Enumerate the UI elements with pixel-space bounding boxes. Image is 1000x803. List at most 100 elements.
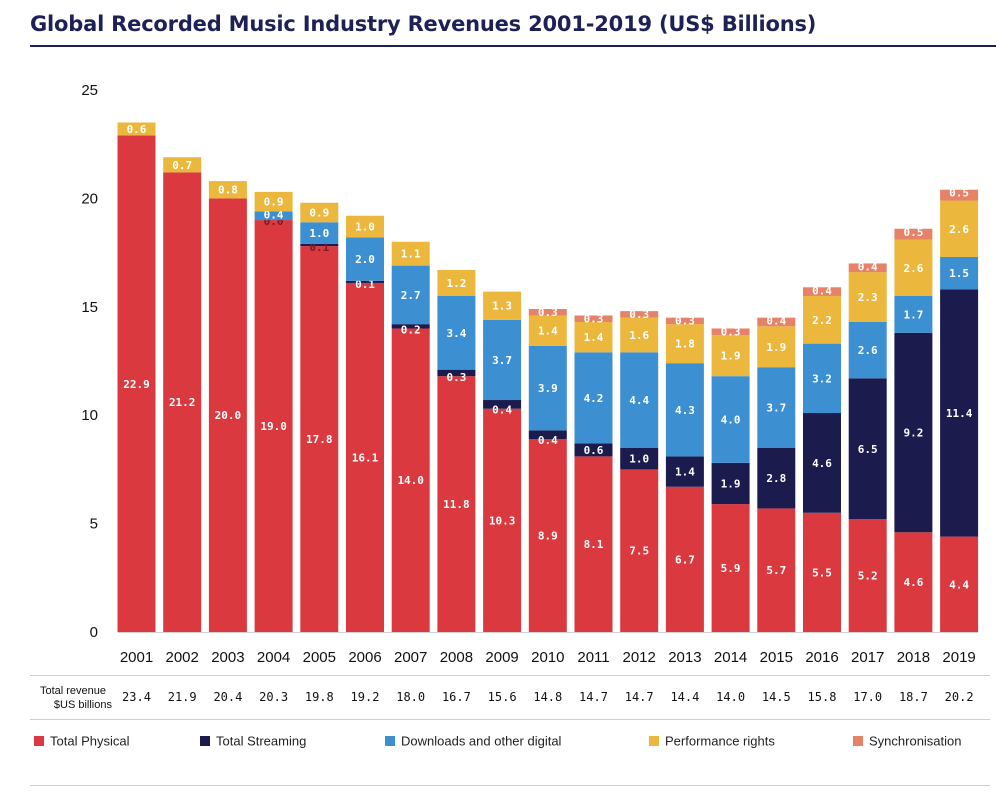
segment-value-label: 1.5 [949, 267, 969, 280]
segment-total-physical [391, 328, 430, 632]
segment-value-label: 7.5 [629, 545, 649, 558]
segment-value-label: 11.4 [946, 407, 973, 420]
segment-total-streaming [620, 447, 659, 470]
legend-label: Total Physical [50, 734, 130, 749]
segment-downloads-and-other-digital [620, 352, 659, 448]
segment-value-label: 0.6 [584, 444, 604, 457]
segment-value-label: 1.7 [903, 308, 923, 321]
segment-total-physical [620, 469, 659, 632]
segment-downloads-and-other-digital [940, 256, 979, 290]
segment-synchronisation [711, 328, 750, 335]
total-revenue-value: 14.7 [579, 690, 608, 704]
segment-value-label: 5.9 [721, 562, 741, 575]
bar-2002: 21.2 0.7 [163, 157, 202, 632]
legend-item: Downloads and other digital [385, 734, 562, 749]
segment-value-label: 2.8 [766, 472, 786, 485]
legend-item: Total Streaming [200, 734, 306, 749]
segment-value-label: 0.4 [538, 434, 558, 447]
totals-row: Total revenue $US billions 23.4 21.9 20.4 20.… [30, 675, 990, 720]
segment-value-label: 0.5 [903, 226, 923, 239]
segment-value-label: 0.1 [309, 241, 329, 254]
segment-value-label: 1.0 [309, 227, 329, 240]
segment-value-label: 6.7 [675, 553, 695, 566]
segment-total-physical [254, 220, 293, 632]
y-tick-label: 15 [81, 299, 98, 316]
segment-value-label: 4.4 [949, 578, 969, 591]
segment-value-label: 3.7 [492, 354, 512, 367]
segment-value-label: 0.8 [218, 184, 238, 197]
bar-2005: 17.8 0.11.0 0.9 [300, 202, 339, 632]
segment-value-label: 1.8 [675, 338, 695, 351]
segment-value-label: 3.4 [446, 327, 466, 340]
segment-total-physical [894, 532, 933, 632]
x-tick-label: 2014 [714, 649, 747, 666]
x-tick-label: 2008 [440, 649, 473, 666]
segment-performance-rights [848, 272, 887, 322]
segment-downloads-and-other-digital [254, 211, 293, 221]
segment-synchronisation [574, 315, 613, 322]
bar-2016: 5.5 4.6 3.2 2.2 0.4 [803, 284, 841, 632]
x-tick-label: 2005 [303, 649, 336, 666]
x-tick-label: 2006 [348, 649, 381, 666]
segment-total-streaming [437, 369, 476, 377]
segment-value-label: 20.0 [215, 409, 242, 422]
segment-performance-rights [483, 291, 522, 320]
segment-value-label: 0.3 [446, 371, 466, 384]
chart-title: Global Recorded Music Industry Revenues … [30, 12, 817, 36]
legend-item: Performance rights [649, 734, 775, 749]
segment-value-label: 21.2 [169, 396, 196, 409]
segment-performance-rights [437, 269, 476, 296]
segment-performance-rights [665, 324, 704, 364]
x-tick-label: 2016 [805, 649, 838, 666]
segment-value-label: 1.6 [629, 329, 649, 342]
segment-performance-rights [574, 321, 613, 353]
x-tick-label: 2019 [942, 649, 975, 666]
segment-value-label: 0.2 [401, 323, 421, 336]
segment-value-label: 3.2 [812, 372, 832, 385]
y-tick-label: 20 [81, 190, 98, 207]
bar-2001: 22.9 0.6 [117, 122, 156, 632]
segment-total-streaming [391, 324, 430, 329]
legend-item: Total Physical [34, 734, 130, 749]
segment-value-label: 3.7 [766, 402, 786, 415]
bar-2015: 5.7 2.8 3.7 1.9 0.4 [757, 315, 796, 632]
legend-label: Total Streaming [216, 734, 306, 749]
segment-total-physical [483, 408, 522, 632]
legend-label: Downloads and other digital [401, 734, 562, 749]
legend-swatch [853, 736, 863, 746]
segment-total-physical [437, 376, 476, 632]
segment-downloads-and-other-digital [711, 376, 750, 463]
y-tick-label: 10 [81, 407, 98, 424]
segment-value-label: 1.4 [538, 325, 558, 338]
segment-value-label: 5.2 [858, 570, 878, 583]
bar-2012: 7.5 1.0 4.4 1.6 0.3 [620, 308, 659, 632]
segment-synchronisation [894, 228, 933, 240]
total-revenue-value: 15.8 [808, 690, 837, 704]
segment-performance-rights [803, 295, 841, 344]
segment-value-label: 8.1 [584, 538, 604, 551]
bar-2017: 5.2 6.5 2.6 2.3 0.4 [848, 260, 887, 632]
segment-value-label: 4.6 [903, 576, 923, 589]
segment-value-label: 0.3 [629, 308, 649, 321]
segment-value-label: 22.9 [123, 378, 150, 391]
segment-value-label: 2.3 [858, 291, 878, 304]
segment-performance-rights [300, 202, 339, 223]
segment-value-label: 0.4 [858, 260, 878, 273]
bar-2008: 11.8 0.3 3.4 1.2 [437, 269, 476, 632]
segment-value-label: 0.7 [172, 159, 192, 172]
segment-downloads-and-other-digital [757, 367, 796, 448]
segment-value-label: 2.6 [949, 223, 969, 236]
segment-total-physical [117, 135, 156, 632]
segment-value-label: 16.1 [352, 451, 379, 464]
total-revenue-value: 18.0 [396, 690, 425, 704]
x-tick-label: 2017 [851, 649, 884, 666]
bar-2007: 14.0 0.2 2.7 1.1 [391, 241, 430, 632]
segment-total-streaming [848, 378, 887, 520]
segment-value-label: 0.3 [538, 306, 558, 319]
segment-total-physical [346, 282, 384, 632]
segment-synchronisation [528, 308, 567, 316]
segment-performance-rights [163, 157, 202, 173]
total-revenue-value: 20.3 [259, 690, 288, 704]
segment-value-label: 4.0 [721, 414, 741, 427]
